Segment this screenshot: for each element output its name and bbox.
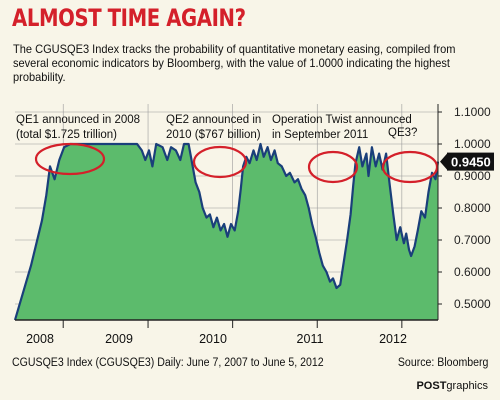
page-subtitle: The CGUSQE3 Index tracks the probability… <box>13 42 456 84</box>
x-tick-label: 2009 <box>105 332 133 346</box>
credit-brand: POST <box>416 380 447 392</box>
index-area-fill <box>15 144 438 320</box>
x-tick-label: 2011 <box>297 332 324 346</box>
annotation-line: QE2 announced in <box>166 114 261 126</box>
y-tick-label: 0.6000 <box>454 265 491 279</box>
annotation-line: QE3? <box>388 127 417 139</box>
last-value-badge: 0.9450 <box>440 152 494 171</box>
chart-annotation: QE3? <box>388 127 417 139</box>
annotation-line: in September 2011 <box>272 129 368 141</box>
last-value-box <box>447 152 494 171</box>
highlight-ellipse <box>307 150 359 184</box>
annotation-line: Operation Twist announced <box>272 114 412 126</box>
last-value-pointer <box>440 153 447 170</box>
y-tick-label: 0.5000 <box>454 297 491 311</box>
index-line <box>13 142 440 321</box>
x-axis: 2008 2009 2010 2011 2012 <box>15 319 438 346</box>
credit-suffix: graphics <box>446 380 488 392</box>
chart-annotation: QE2 announced in 2010 ($767 billion) <box>166 114 261 141</box>
y-tick-label: 0.8000 <box>454 201 491 215</box>
page-title: ALMOST TIME AGAIN? <box>12 4 246 32</box>
series-note: CGUSQE3 Index (CGUSQE3) Daily: June 7, 2… <box>12 357 324 369</box>
highlight-ellipse <box>34 142 106 176</box>
highlight-ellipse <box>381 150 439 184</box>
chart-annotation: Operation Twist announced in September 20… <box>272 114 412 141</box>
highlight-ellipses <box>34 142 439 184</box>
annotation-line: 2010 ($767 billion) <box>166 129 261 141</box>
chart-annotation: QE1 announced in 2008 (total $1.725 trill… <box>16 114 140 141</box>
credit: POSTgraphics <box>416 380 488 392</box>
x-tick-label: 2012 <box>379 332 407 346</box>
y-tick-label: 0.7000 <box>454 233 491 247</box>
x-tick-label: 2010 <box>199 332 227 346</box>
y-tick-label: 1.1000 <box>454 105 491 119</box>
y-tick-label: 1.0000 <box>454 137 491 151</box>
last-value-label: 0.9450 <box>451 155 491 170</box>
source-note: Source: Bloomberg <box>397 357 488 369</box>
highlight-ellipse <box>192 145 248 179</box>
chart-annotations: QE1 announced in 2008 (total $1.725 trill… <box>16 114 417 141</box>
annotation-line: (total $1.725 trillion) <box>16 129 117 141</box>
y-axis: 0.5000 0.6000 0.7000 0.8000 0.9000 1.0000 1.10… <box>437 104 491 320</box>
y-tick-label: 0.9000 <box>454 169 491 183</box>
annotation-line: QE1 announced in 2008 <box>16 114 140 126</box>
x-tick-label: 2008 <box>26 332 54 346</box>
